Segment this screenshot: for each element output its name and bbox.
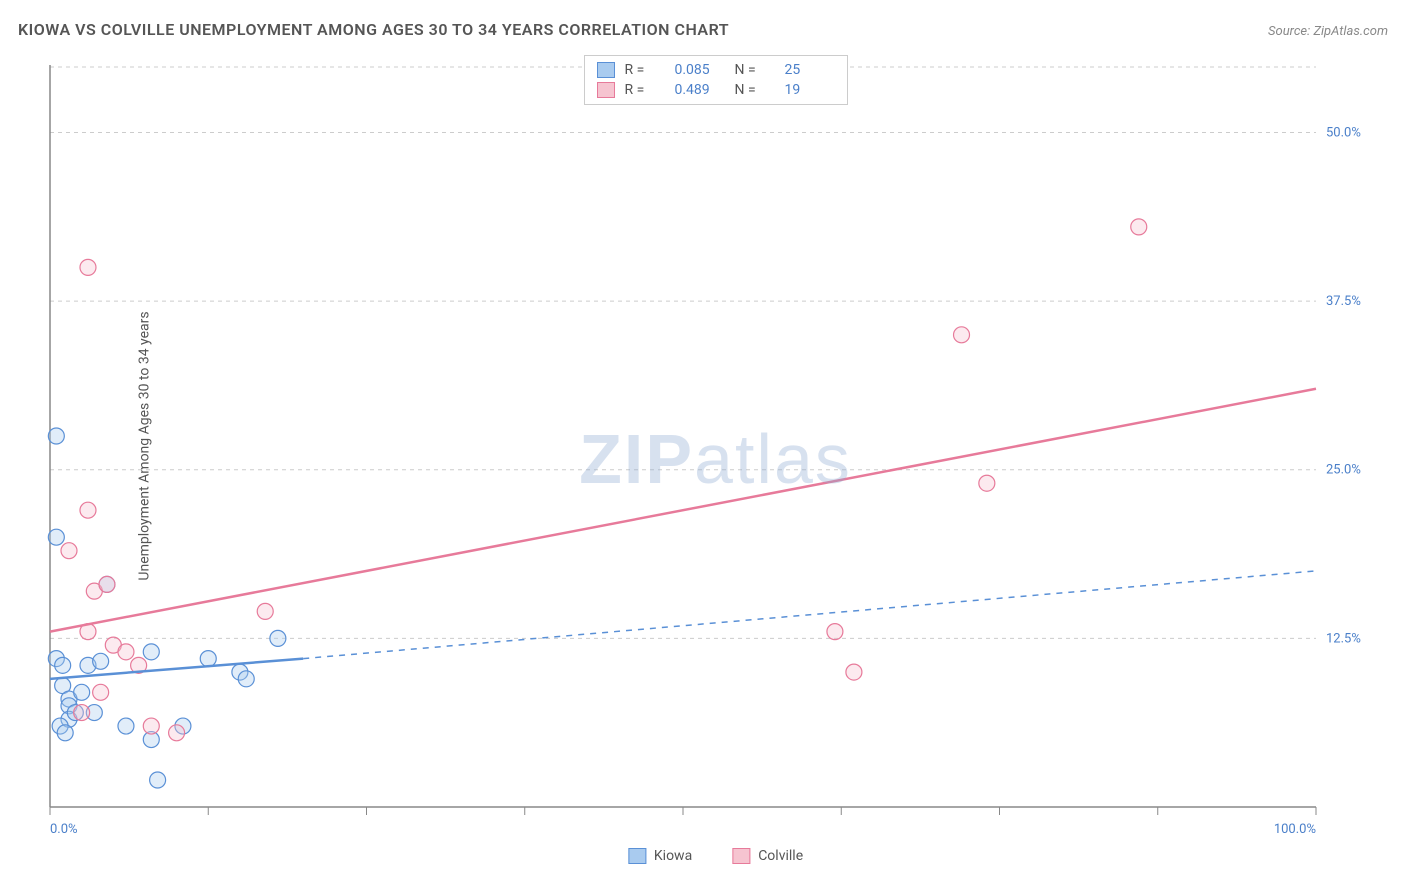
svg-text:100.0%: 100.0% <box>1274 822 1316 837</box>
swatch-colville-bottom <box>732 848 750 864</box>
legend-item-colville: Colville <box>732 848 803 864</box>
chart-source: Source: ZipAtlas.com <box>1268 24 1388 39</box>
chart-title: KIOWA VS COLVILLE UNEMPLOYMENT AMONG AGE… <box>18 20 729 39</box>
r-value-colville: 0.489 <box>675 82 725 98</box>
svg-text:50.0%: 50.0% <box>1326 125 1361 140</box>
swatch-kiowa-bottom <box>628 848 646 864</box>
plot-area: 12.5%25.0%37.5%50.0%0.0%100.0% ZIPatlas … <box>45 55 1386 862</box>
n-label: N = <box>735 62 775 78</box>
n-value-kiowa: 25 <box>785 62 835 78</box>
source-label: Source: <box>1268 24 1313 39</box>
scatter-plot-svg: 12.5% 25.0% 37.5% 50.0% 0.0% 100.0% <box>45 55 1386 862</box>
swatch-colville <box>597 82 615 98</box>
series-legend: Kiowa Colville <box>628 848 803 864</box>
legend-row-colville: R = 0.489 N = 19 <box>597 80 835 100</box>
correlation-legend: R = 0.085 N = 25 R = 0.489 N = 19 <box>584 55 848 105</box>
r-label: R = <box>625 62 665 78</box>
svg-text:0.0%: 0.0% <box>50 822 78 837</box>
legend-item-kiowa: Kiowa <box>628 848 692 864</box>
legend-label-kiowa: Kiowa <box>654 848 692 864</box>
source-name: ZipAtlas.com <box>1313 24 1388 39</box>
n-value-colville: 19 <box>785 82 835 98</box>
r-label: R = <box>625 82 665 98</box>
chart-header: KIOWA VS COLVILLE UNEMPLOYMENT AMONG AGE… <box>18 20 1388 39</box>
svg-text:37.5%: 37.5% <box>1326 294 1361 309</box>
svg-text:25.0%: 25.0% <box>1326 463 1361 478</box>
legend-row-kiowa: R = 0.085 N = 25 <box>597 60 835 80</box>
n-label: N = <box>735 82 775 98</box>
svg-text:12.5%: 12.5% <box>1326 631 1361 646</box>
swatch-kiowa <box>597 62 615 78</box>
r-value-kiowa: 0.085 <box>675 62 725 78</box>
legend-label-colville: Colville <box>758 848 803 864</box>
